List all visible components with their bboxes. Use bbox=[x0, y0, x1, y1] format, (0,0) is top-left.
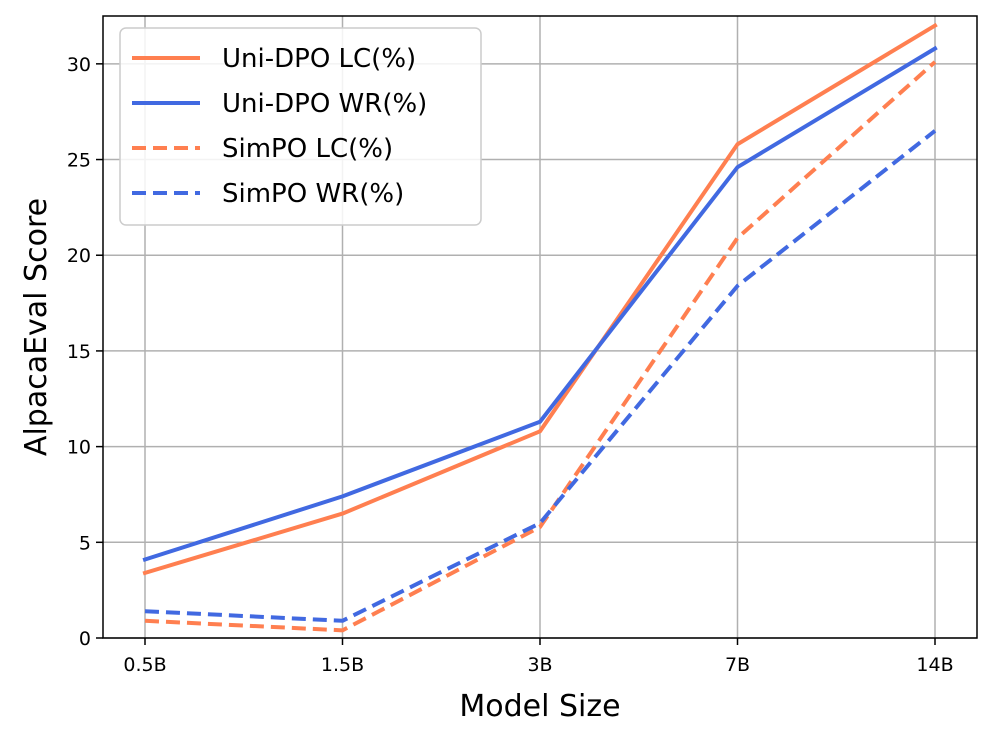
series-layer bbox=[142, 22, 938, 633]
legend-label-3: SimPO LC(%) bbox=[222, 134, 393, 164]
y-axis: 0 5 10 15 20 25 30 bbox=[67, 54, 103, 650]
x-tick-label: 3B bbox=[527, 654, 552, 676]
legend: Uni-DPO LC(%) Uni-DPO WR(%) SimPO LC(%) Sim… bbox=[119, 27, 482, 226]
legend-label-2: Uni-DPO WR(%) bbox=[222, 89, 427, 119]
y-tick-label: 30 bbox=[67, 54, 91, 76]
y-tick-label: 10 bbox=[67, 437, 91, 459]
x-tick-label: 0.5B bbox=[123, 654, 166, 676]
y-tick-label: 15 bbox=[67, 341, 91, 363]
y-tick-label: 25 bbox=[67, 150, 91, 172]
series-line-4 bbox=[144, 129, 937, 623]
y-tick-label: 5 bbox=[79, 532, 91, 554]
y-tick-label: 20 bbox=[67, 245, 91, 267]
x-tick-label: 14B bbox=[916, 654, 953, 676]
legend-label-4: SimPO WR(%) bbox=[222, 179, 404, 209]
x-tick-label: 1.5B bbox=[321, 654, 364, 676]
x-axis-label: Model Size bbox=[459, 689, 620, 724]
y-tick-label: 0 bbox=[79, 628, 91, 650]
y-axis-label: AlpacaEval Score bbox=[19, 198, 54, 456]
x-axis: 0.5B 1.5B 3B 7B 14B bbox=[123, 638, 954, 676]
legend-box bbox=[119, 27, 482, 226]
legend-label-1: Uni-DPO LC(%) bbox=[222, 44, 416, 74]
x-tick-label: 7B bbox=[725, 654, 750, 676]
